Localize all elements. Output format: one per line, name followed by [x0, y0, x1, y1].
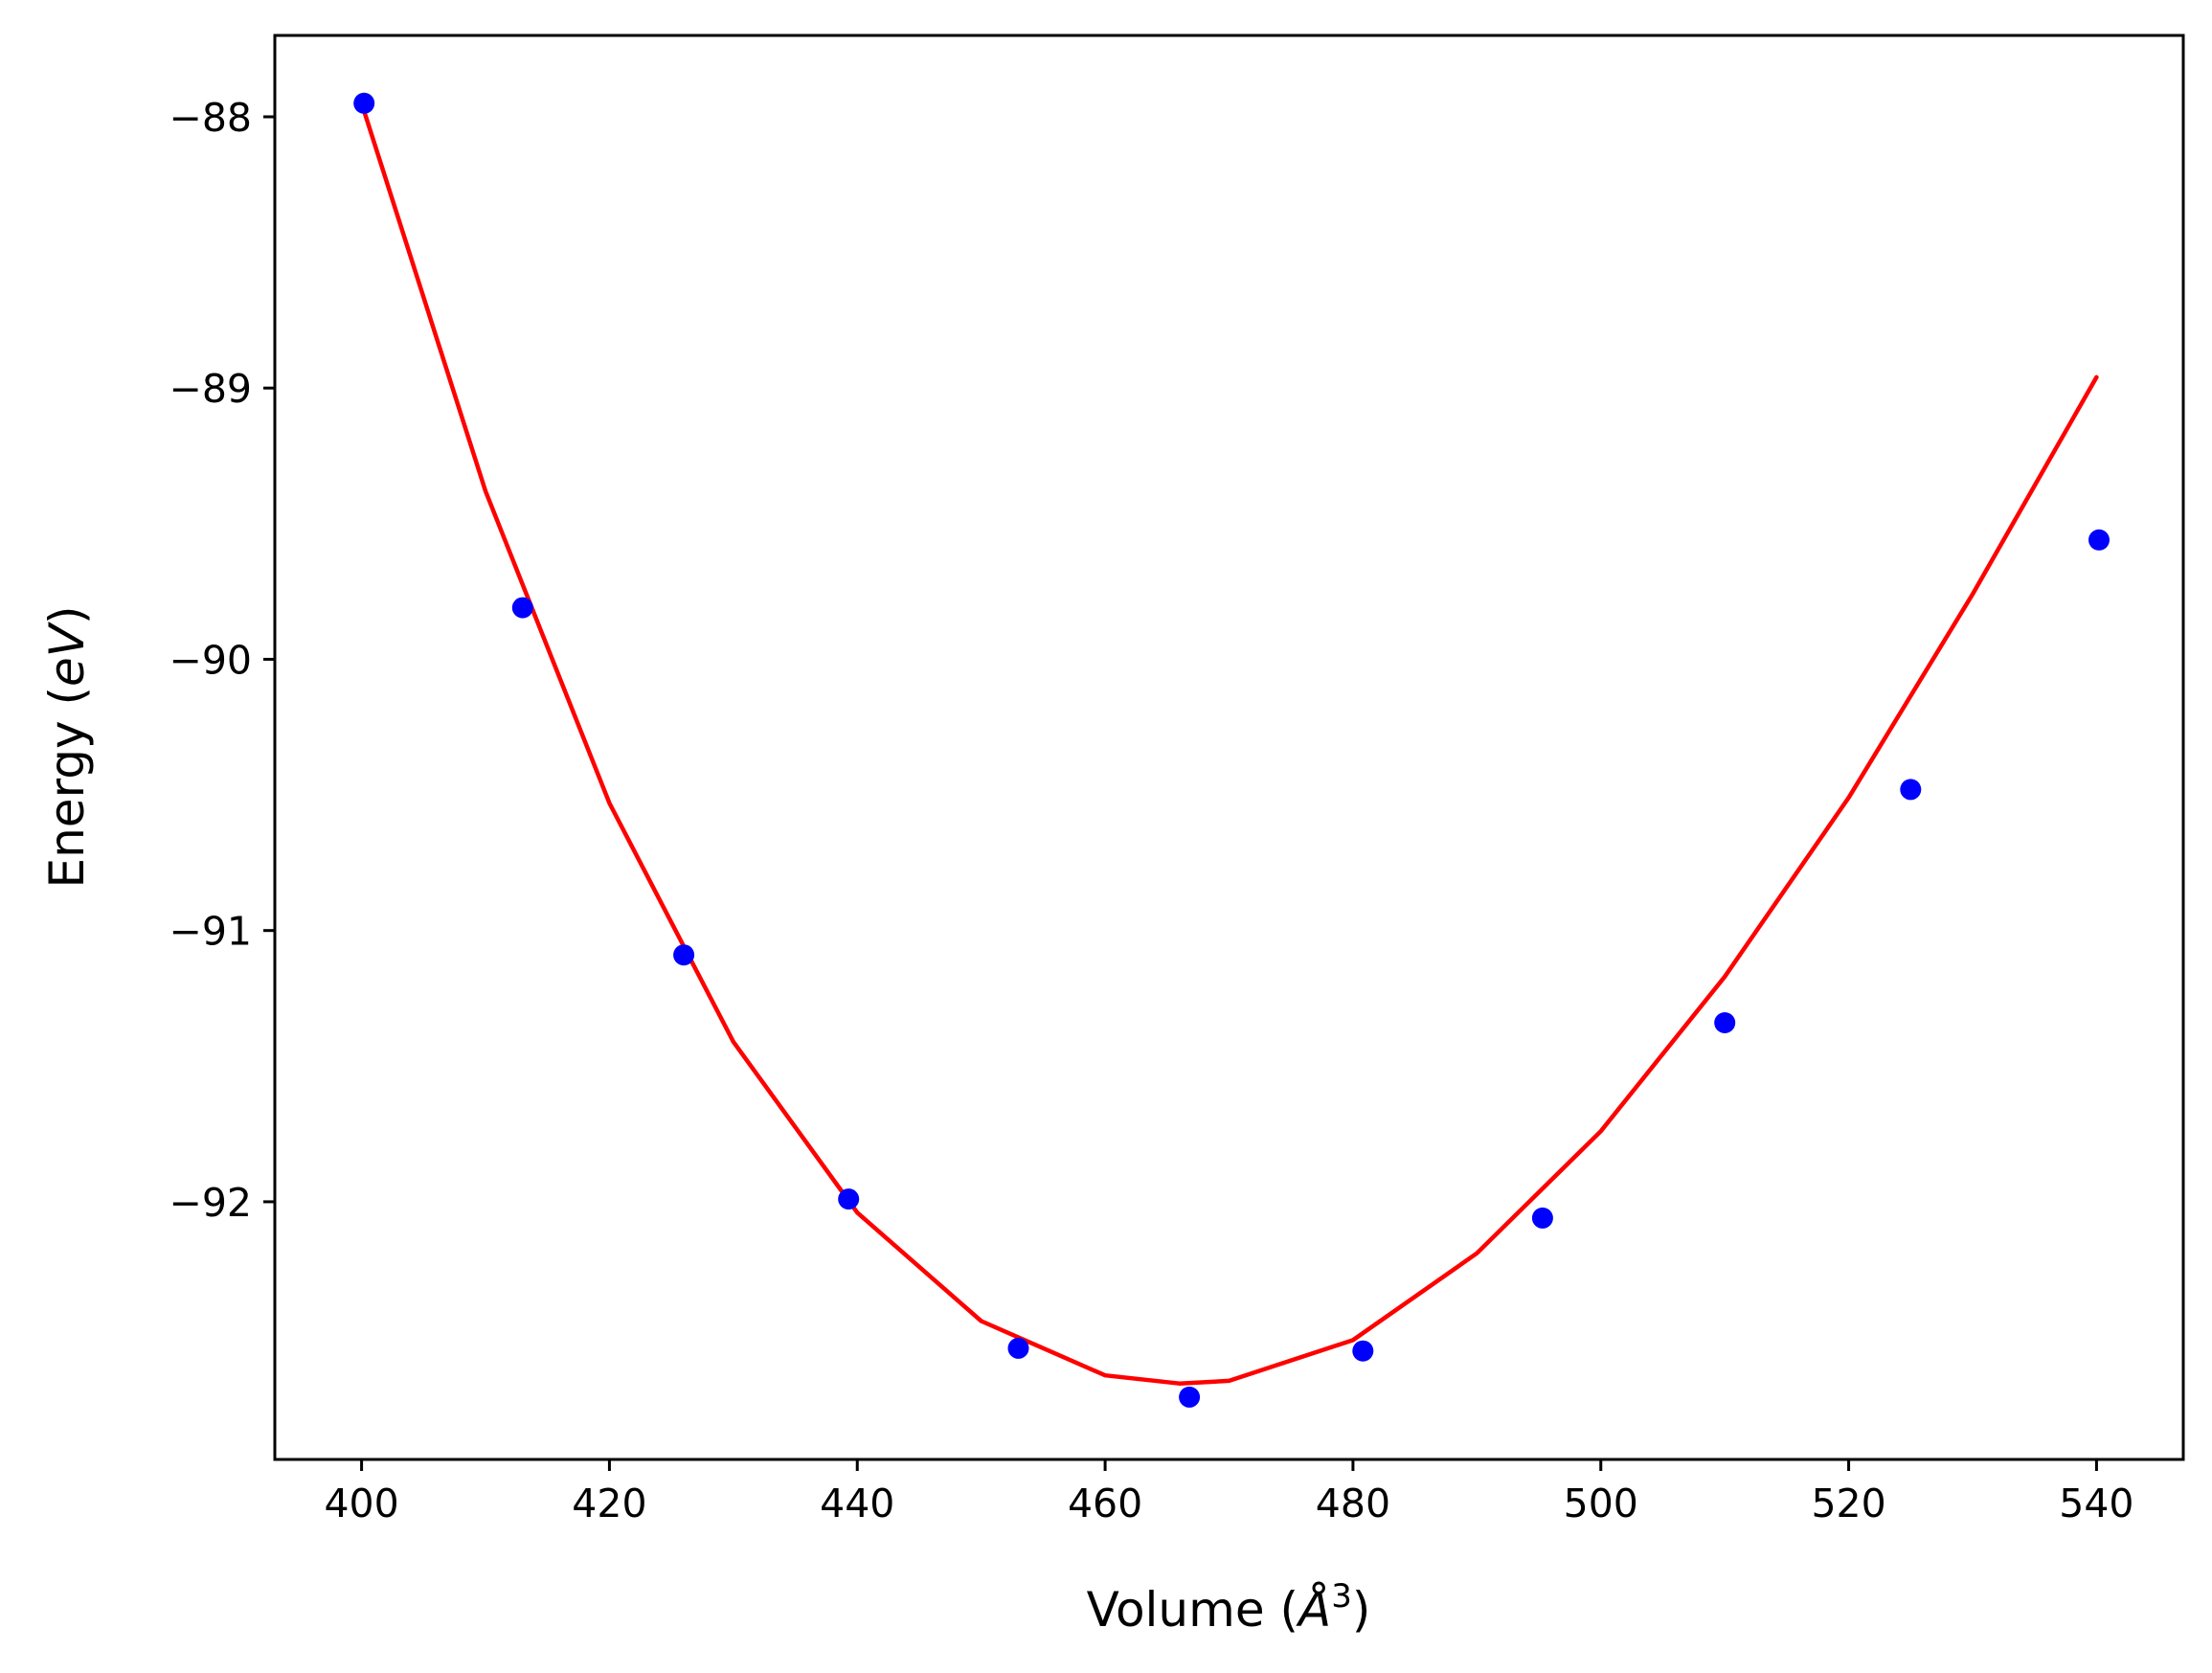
data-point	[1179, 1386, 1201, 1408]
x-axis-ticks: 400 420 440 460 480 500 520 540	[324, 1459, 2134, 1526]
x-tick-label: 460	[1068, 1481, 1142, 1526]
x-axis-label-superscript: 3	[1331, 1577, 1352, 1616]
y-tick-label: −90	[169, 637, 252, 683]
y-axis-ticks: −88 −89 −90 −91 −92	[169, 95, 275, 1226]
x-axis-label: Volume (Å3)	[1087, 1577, 1371, 1638]
x-axis-label-prefix: Volume (	[1087, 1582, 1298, 1638]
data-point	[1007, 1337, 1029, 1359]
data-points-layer	[353, 92, 2110, 1408]
data-point	[838, 1188, 860, 1210]
data-point	[1531, 1207, 1553, 1229]
x-tick-label: 480	[1316, 1481, 1390, 1526]
plot-frame	[273, 34, 2185, 1461]
x-axis-label-suffix: )	[1352, 1582, 1371, 1638]
y-tick-label: −89	[169, 366, 252, 412]
y-tick-label: −88	[169, 95, 252, 141]
x-tick-label: 500	[1564, 1481, 1638, 1526]
y-axis-label-symbol: eV	[39, 621, 95, 687]
x-axis-label-symbol: Å	[1296, 1582, 1331, 1638]
x-tick-label: 540	[2059, 1481, 2133, 1526]
data-point	[673, 944, 695, 966]
x-tick-label: 420	[572, 1481, 646, 1526]
y-axis-label-suffix: )	[39, 606, 95, 625]
y-tick-label: −91	[169, 909, 252, 955]
data-point	[1714, 1012, 1736, 1033]
data-point	[353, 92, 375, 114]
x-tick-label: 400	[324, 1481, 398, 1526]
data-point	[511, 597, 533, 619]
y-axis-label: Energy (eV)	[39, 606, 95, 889]
data-point	[1352, 1340, 1374, 1362]
y-tick-label: −92	[169, 1180, 252, 1226]
data-point	[1900, 779, 1922, 801]
fit-curve	[359, 101, 2099, 1386]
x-tick-label: 520	[1811, 1481, 1885, 1526]
y-axis-label-prefix: Energy (	[39, 687, 95, 888]
data-point	[2088, 529, 2110, 551]
x-tick-label: 440	[820, 1481, 894, 1526]
fit-curve-layer	[359, 101, 2099, 1386]
